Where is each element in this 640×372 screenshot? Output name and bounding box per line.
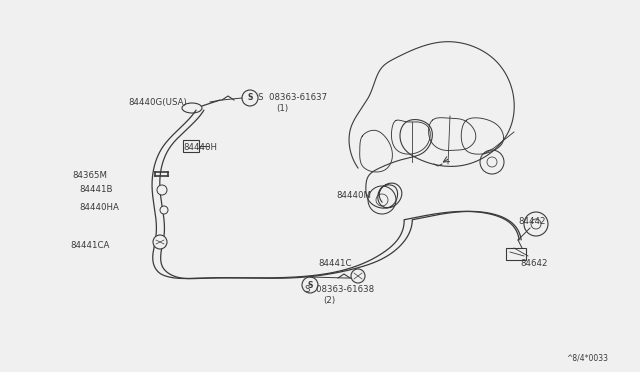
Circle shape [531, 219, 541, 229]
Text: S: S [307, 280, 313, 289]
Text: 84442: 84442 [518, 218, 545, 227]
Ellipse shape [182, 103, 202, 113]
Circle shape [487, 157, 497, 167]
Text: 84440HA: 84440HA [79, 202, 119, 212]
Text: S: S [247, 93, 253, 103]
Circle shape [376, 194, 388, 206]
Text: ^8/4*0033: ^8/4*0033 [566, 353, 608, 362]
Text: S  08363-61637: S 08363-61637 [258, 93, 327, 103]
Circle shape [153, 235, 167, 249]
Text: 84441CA: 84441CA [70, 241, 109, 250]
Text: 84441C: 84441C [318, 259, 351, 267]
FancyBboxPatch shape [506, 248, 526, 260]
Circle shape [160, 206, 168, 214]
Text: S  08363-61638: S 08363-61638 [305, 285, 374, 295]
Circle shape [302, 277, 318, 293]
Text: (2): (2) [323, 296, 335, 305]
Text: 84365M: 84365M [72, 170, 107, 180]
Text: 84440M: 84440M [336, 192, 371, 201]
Circle shape [480, 150, 504, 174]
Circle shape [157, 185, 167, 195]
Text: 84440H: 84440H [183, 144, 217, 153]
Text: 84441B: 84441B [79, 186, 113, 195]
Circle shape [524, 212, 548, 236]
Circle shape [368, 186, 396, 214]
Circle shape [242, 90, 258, 106]
Circle shape [351, 269, 365, 283]
Text: 84440G(USA): 84440G(USA) [128, 97, 187, 106]
Text: 84642: 84642 [520, 260, 547, 269]
FancyBboxPatch shape [183, 140, 199, 152]
Text: (1): (1) [276, 105, 288, 113]
